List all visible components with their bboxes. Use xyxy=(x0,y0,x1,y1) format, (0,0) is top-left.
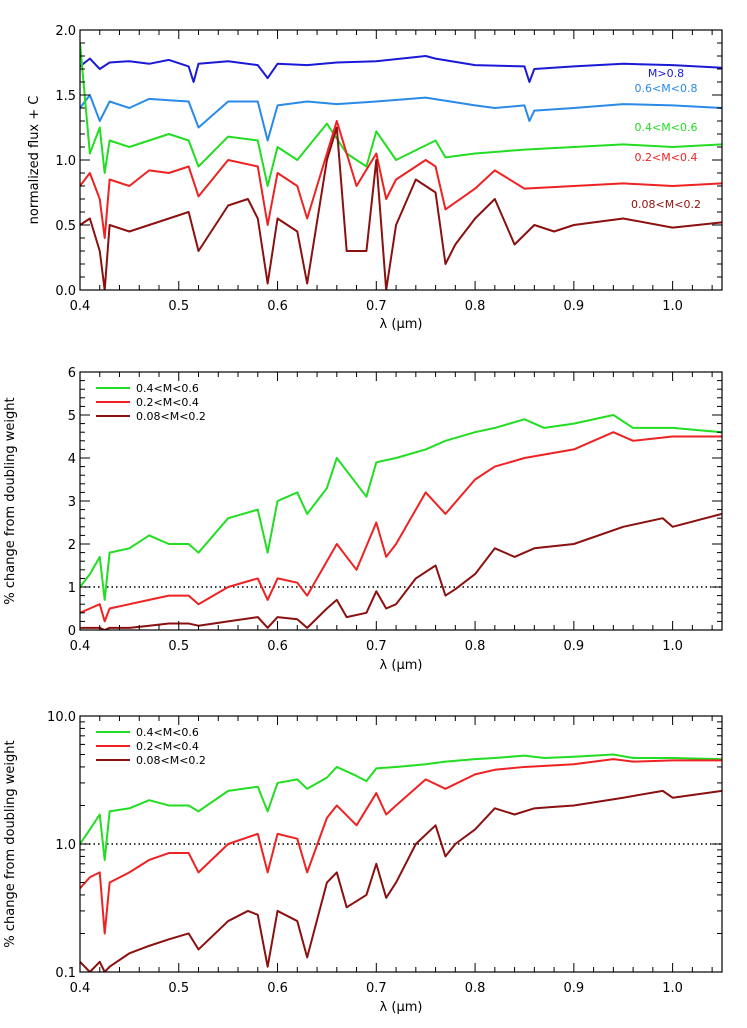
x-axis-label: λ (μm) xyxy=(380,1000,423,1015)
x-tick-label: 0.8 xyxy=(465,299,486,314)
y-tick-label: 4 xyxy=(68,452,76,467)
x-tick-label: 0.7 xyxy=(366,639,387,654)
y-tick-label: 3 xyxy=(68,495,76,510)
y-tick-label: 2.0 xyxy=(55,24,76,39)
y-axis-label: % change from doubling weight xyxy=(3,740,18,947)
series-line-0-2-m-0-4 xyxy=(80,758,722,935)
chart-panel-2: 0.4 0.5 0.6 0.7 0.8 0.9 1.0 0 1 2 3 4 5 6 λ (μm) % chan… xyxy=(3,366,723,673)
y-tick-label: 10.0 xyxy=(47,710,76,725)
series-label-0-2-m-0-4: 0.2<M<0.4 xyxy=(635,151,698,164)
chart-panel-3: 0.4 0.5 0.6 0.7 0.8 0.9 1.0 0.1 1.0 10.0 λ (μm) % c… xyxy=(3,710,723,1015)
legend-label-0-08-m-0-2: 0.08<M<0.2 xyxy=(136,410,206,423)
series-line-0-6-m-0-8 xyxy=(80,94,722,142)
series-line-0-4-m-0-6 xyxy=(80,753,722,861)
series-line-0-08-m-0-2 xyxy=(80,512,722,630)
series-line-0-2-m-0-4 xyxy=(80,431,722,623)
x-tick-label: 0.6 xyxy=(267,981,288,996)
x-tick-label: 0.9 xyxy=(564,981,585,996)
legend-label-0-4-m-0-6: 0.4<M<0.6 xyxy=(136,726,199,739)
x-tick-label: 1.0 xyxy=(662,981,683,996)
y-tick-label: 1.5 xyxy=(55,89,76,104)
y-axis-label: % change from doubling weight xyxy=(3,397,18,604)
series-line-0-4-m-0-6 xyxy=(80,414,722,601)
x-tick-label: 0.9 xyxy=(564,639,585,654)
x-tick-label: 0.9 xyxy=(564,299,585,314)
x-tick-label: 0.6 xyxy=(267,299,288,314)
x-axis-label: λ (μm) xyxy=(380,317,423,332)
y-tick-label: 5 xyxy=(68,409,76,424)
y-tick-label: 1 xyxy=(68,581,76,596)
series-label-0-4-m-0-6: 0.4<M<0.6 xyxy=(635,121,698,134)
x-tick-label: 0.7 xyxy=(366,299,387,314)
y-axis-label: normalized flux + C xyxy=(27,96,42,225)
y-tick-label: 0 xyxy=(68,624,76,639)
x-axis-label: λ (μm) xyxy=(380,658,423,673)
x-tick-label: 1.0 xyxy=(662,299,683,314)
series-line-m-0-8 xyxy=(80,55,722,83)
series-label-0-6-m-0-8: 0.6<M<0.8 xyxy=(635,82,698,95)
chart-panel-1: 0.4 0.5 0.6 0.7 0.8 0.9 1.0 0.0 0.5 1.0 1.5 2.0 λ (μ… xyxy=(27,24,723,332)
x-tick-label: 1.0 xyxy=(662,639,683,654)
legend-label-0-4-m-0-6: 0.4<M<0.6 xyxy=(136,382,199,395)
legend-label-0-2-m-0-4: 0.2<M<0.4 xyxy=(136,396,199,409)
series-line-0-4-m-0-6 xyxy=(80,42,722,187)
y-tick-label: 0.0 xyxy=(55,284,76,299)
x-tick-label: 0.7 xyxy=(366,981,387,996)
x-tick-label: 0.5 xyxy=(168,299,189,314)
series-label-0-08-m-0-2: 0.08<M<0.2 xyxy=(631,198,701,211)
series-line-0-08-m-0-2 xyxy=(80,789,722,972)
series-line-0-08-m-0-2 xyxy=(80,126,722,290)
x-tick-label: 0.4 xyxy=(70,639,91,654)
x-tick-label: 0.4 xyxy=(70,299,91,314)
x-tick-label: 0.5 xyxy=(168,981,189,996)
y-tick-label: 1.0 xyxy=(55,154,76,169)
y-tick-label: 6 xyxy=(68,366,76,381)
legend-label-0-2-m-0-4: 0.2<M<0.4 xyxy=(136,740,199,753)
x-tick-label: 0.8 xyxy=(465,639,486,654)
x-tick-label: 0.6 xyxy=(267,639,288,654)
x-tick-label: 0.4 xyxy=(70,981,91,996)
x-tick-label: 0.5 xyxy=(168,639,189,654)
series-label-m-0-8: M>0.8 xyxy=(648,67,684,80)
y-tick-label: 2 xyxy=(68,538,76,553)
y-tick-label: 0.1 xyxy=(55,966,76,981)
series-line-0-2-m-0-4 xyxy=(80,120,722,239)
legend-label-0-08-m-0-2: 0.08<M<0.2 xyxy=(136,754,206,767)
x-tick-label: 0.8 xyxy=(465,981,486,996)
y-tick-label: 0.5 xyxy=(55,219,76,234)
y-tick-label: 1.0 xyxy=(55,838,76,853)
